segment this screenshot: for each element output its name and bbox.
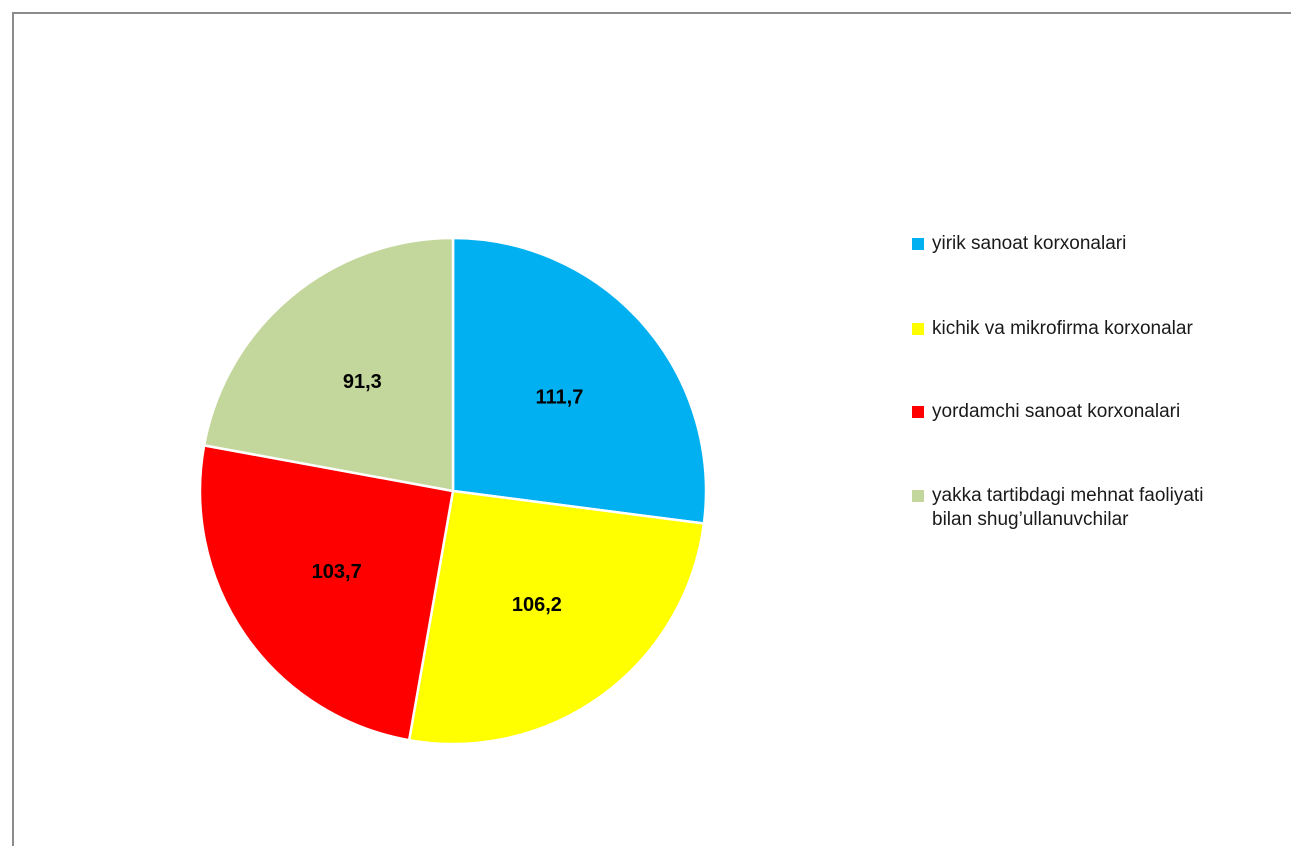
legend-swatch-3: [912, 490, 924, 502]
legend-label-0: yirik sanoat korxonalari: [932, 233, 1127, 254]
slice-value-label-3: 91,3: [343, 371, 382, 393]
legend-label-1: kichik va mikrofirma korxonalar: [932, 318, 1193, 339]
legend-item-0: yirik sanoat korxonalari: [912, 232, 1126, 256]
pie-slice-0: [451, 236, 708, 525]
slice-labels: 111,7 106,2 103,7 91,3: [312, 371, 584, 616]
legend-swatch-2: [912, 406, 924, 418]
pie-slices: [198, 236, 708, 746]
legend-item-2: yordamchi sanoat korxonalari: [912, 400, 1180, 424]
pie-slice-3: [202, 236, 455, 493]
legend-item-3: yakka tartibdagi mehnat faoliyati bilan …: [912, 484, 1203, 532]
legend-swatch-0: [912, 238, 924, 250]
slice-value-label-0: 111,7: [535, 387, 583, 409]
legend-swatch-1: [912, 323, 924, 335]
legend-label-2: yordamchi sanoat korxonalari: [932, 401, 1181, 422]
slice-value-label-2: 103,7: [312, 561, 362, 583]
legend-item-1: kichik va mikrofirma korxonalar: [912, 317, 1193, 341]
slice-value-label-1: 106,2: [512, 594, 562, 616]
legend-label-3: yakka tartibdagi mehnat faoliyati bilan …: [932, 485, 1204, 530]
pie-slice-1: [407, 489, 706, 746]
pie-slice-2: [198, 444, 455, 742]
